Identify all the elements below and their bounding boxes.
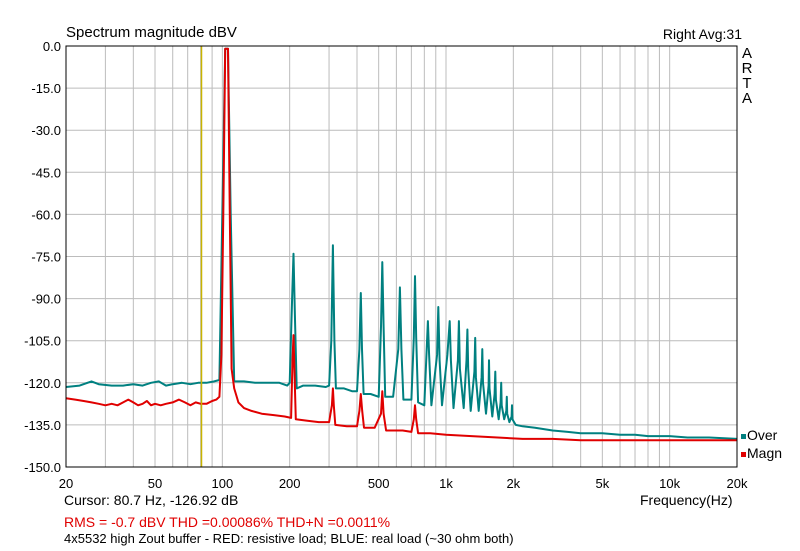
series-line-over [65, 47, 738, 440]
plot-frame [65, 45, 738, 468]
x-tick-label: 10k [659, 476, 680, 491]
tick-labels: 0.0 -15.0 -30.0 -45.0 -60.0 -75.0 -90.0 -105.0 -… [24, 39, 748, 491]
y-tick-label: -90.0 [31, 292, 61, 307]
x-tick-label: 50 [148, 476, 162, 491]
brand-logo: A R T A [740, 46, 754, 106]
x-tick-label: 20 [59, 476, 73, 491]
y-tick-label: -15.0 [31, 81, 61, 96]
y-tick-label: -30.0 [31, 123, 61, 138]
y-tick-label: -45.0 [31, 165, 61, 180]
legend-label: Over [747, 427, 778, 443]
rms-thd-readout: RMS = -0.7 dBV THD =0.00086% THD+N =0.00… [64, 514, 391, 530]
channel-average-label: Right Avg:31 [662, 26, 742, 42]
legend-swatch [741, 433, 746, 439]
y-tick-label: -60.0 [31, 207, 61, 222]
y-tick-label: -135.0 [24, 418, 61, 433]
legend-item-magn[interactable]: Magn [741, 445, 782, 461]
brand-letter: A [741, 90, 752, 107]
brand-letter: T [742, 75, 752, 92]
y-tick-label: 0.0 [43, 39, 61, 54]
brand-letter: R [741, 60, 753, 77]
x-axis-label: Frequency(Hz) [640, 492, 733, 508]
x-tick-label: 1k [439, 476, 453, 491]
y-tick-label: -105.0 [24, 334, 61, 349]
x-tick-label: 200 [279, 476, 301, 491]
cursor-readout: Cursor: 80.7 Hz, -126.92 dB [64, 492, 239, 508]
measurement-description: 4x5532 high Zout buffer - RED: resistive… [64, 531, 514, 546]
chart-series [65, 47, 738, 442]
x-tick-label: 5k [595, 476, 609, 491]
x-tick-label: 20k [727, 476, 748, 491]
legend-swatch [741, 451, 746, 457]
y-tick-label: -75.0 [31, 250, 61, 265]
y-tick-label: -120.0 [24, 376, 61, 391]
x-tick-label: 100 [211, 476, 233, 491]
series-line-magn [65, 47, 737, 442]
legend-label: Magn [747, 445, 783, 461]
brand-letter: A [741, 45, 752, 62]
y-tick-label: -150.0 [24, 460, 61, 475]
x-tick-label: 500 [368, 476, 390, 491]
x-tick-label: 2k [506, 476, 520, 491]
legend-item-over[interactable]: Over [741, 427, 777, 443]
chart-title: Spectrum magnitude dBV [66, 24, 237, 41]
